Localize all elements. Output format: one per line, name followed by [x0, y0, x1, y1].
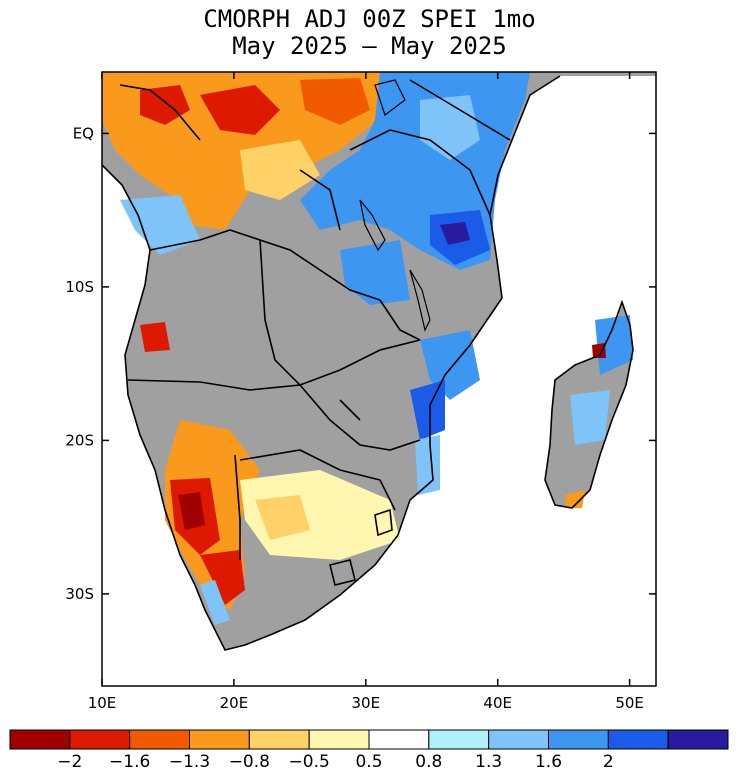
- lat-tick-label: 10S: [65, 278, 94, 296]
- lon-tick-label: 30E: [352, 694, 381, 712]
- colorbar-labels: −2 −1.6 −1.3 −0.8 −0.5 0.5 0.8 1.3 1.6 2: [57, 752, 613, 772]
- map-field: [102, 72, 656, 651]
- colorbar-label: −0.5: [289, 752, 330, 772]
- colorbar-swatch: [308, 729, 370, 750]
- colorbar-label: 2: [603, 752, 614, 772]
- region-extreme-dry-southwest: [178, 492, 205, 530]
- region-dry-madagascar: [592, 343, 606, 358]
- colorbar-swatch: [189, 729, 250, 750]
- map-title-line2: May 2025 – May 2025: [232, 32, 507, 60]
- region-moderate-dry-south: [255, 495, 310, 540]
- longitude-axis: 10E 20E 30E 40E 50E: [88, 72, 644, 712]
- region-very-dry-north-2: [140, 85, 190, 125]
- lakes: [359, 79, 431, 332]
- colorbar-swatch: [607, 729, 669, 750]
- country-borders: [102, 75, 634, 651]
- colorbar-label: −1.6: [109, 752, 150, 772]
- colorbar-label: −1.3: [169, 752, 210, 772]
- colorbar-label: 1.3: [475, 752, 502, 772]
- map-title-line1: CMORPH ADJ 00Z SPEI 1mo: [203, 5, 536, 33]
- latitude-axis: EQ 10S 20S 30S: [65, 124, 656, 603]
- lat-tick-label: 30S: [65, 585, 94, 603]
- colorbar-label: 0.8: [415, 752, 442, 772]
- colorbar-swatch: [428, 729, 490, 750]
- colorbar-label: 1.6: [535, 752, 562, 772]
- lon-tick-label: 10E: [88, 694, 117, 712]
- colorbar: [9, 729, 729, 750]
- region-extreme-wet-east: [440, 222, 470, 245]
- region-wet-mozambique: [420, 330, 480, 400]
- region-very-wet-mozambique: [410, 380, 445, 440]
- region-very-dry-southwest-2: [200, 550, 245, 605]
- region-wet-center: [340, 240, 410, 305]
- region-moderate-dry-north: [240, 140, 320, 200]
- region-mild-wet-madagascar: [570, 390, 610, 445]
- lon-tick-label: 50E: [615, 694, 644, 712]
- colorbar-swatch: [548, 729, 609, 750]
- region-dry-angola: [140, 322, 170, 352]
- region-dry-south-madagascar: [565, 490, 585, 508]
- lat-tick-label: EQ: [73, 124, 94, 142]
- region-very-dry-north: [200, 85, 280, 135]
- region-wet-cape: [200, 580, 230, 625]
- colorbar-label: −2: [57, 752, 82, 772]
- lon-tick-label: 40E: [483, 694, 512, 712]
- colorbar-swatch: [69, 729, 131, 750]
- lon-tick-label: 20E: [220, 694, 249, 712]
- region-wet-south-moz: [415, 435, 440, 495]
- lat-tick-label: 20S: [65, 431, 94, 449]
- colorbar-swatch: [488, 729, 549, 750]
- colorbar-swatch: [368, 729, 430, 750]
- region-dry-north-3: [300, 78, 370, 125]
- colorbar-swatch: [667, 729, 729, 750]
- colorbar-swatch: [248, 729, 310, 750]
- map-frame: [101, 71, 657, 687]
- region-wet-madagascar: [595, 315, 633, 375]
- region-wet-west: [120, 195, 200, 255]
- colorbar-label: 0.5: [355, 752, 382, 772]
- colorbar-swatch: [9, 729, 71, 750]
- colorbar-swatch: [129, 729, 191, 750]
- colorbar-label: −0.8: [229, 752, 270, 772]
